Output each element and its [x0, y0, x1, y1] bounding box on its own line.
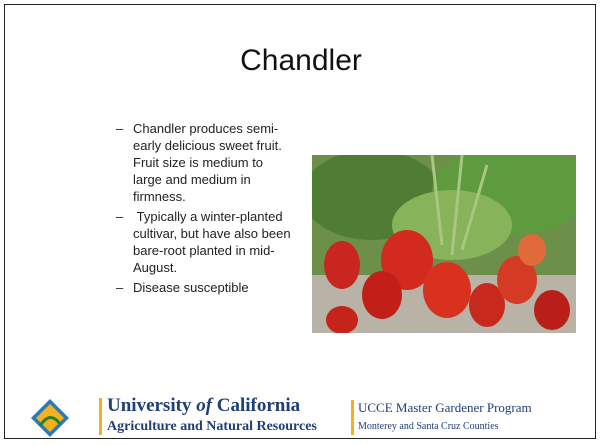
- uc-name: University of California: [107, 395, 300, 417]
- bullet-marker: –: [116, 279, 123, 296]
- program-counties: Monterey and Santa Cruz Counties: [358, 421, 499, 432]
- bullet-marker: –: [116, 120, 123, 137]
- uc-name-part: California: [217, 395, 300, 416]
- bullet: – Typically a winter-planted cultivar, b…: [116, 208, 292, 276]
- divider: [351, 400, 354, 435]
- uc-name-part: University: [107, 395, 191, 416]
- divider: [99, 398, 102, 435]
- page: Chandler –Chandler produces semi-early d…: [0, 0, 602, 445]
- uc-division: Agriculture and Natural Resources: [107, 419, 317, 435]
- bullet-text: Disease susceptible: [133, 280, 249, 295]
- bullet: –Chandler produces semi-early delicious …: [116, 120, 292, 205]
- bullet-marker: –: [116, 208, 123, 225]
- bullet-list: –Chandler produces semi-early delicious …: [116, 120, 292, 299]
- strawberry-photo: [312, 155, 576, 333]
- uc-name-part: of: [196, 395, 212, 416]
- uc-logo: [30, 398, 70, 438]
- slide-title: Chandler: [0, 44, 602, 78]
- program-name: UCCE Master Gardener Program: [358, 400, 532, 416]
- bullet-text: Typically a winter-planted cultivar, but…: [133, 209, 294, 275]
- bullet-text: Chandler produces semi-early delicious s…: [133, 121, 282, 204]
- bullet: –Disease susceptible: [116, 279, 292, 296]
